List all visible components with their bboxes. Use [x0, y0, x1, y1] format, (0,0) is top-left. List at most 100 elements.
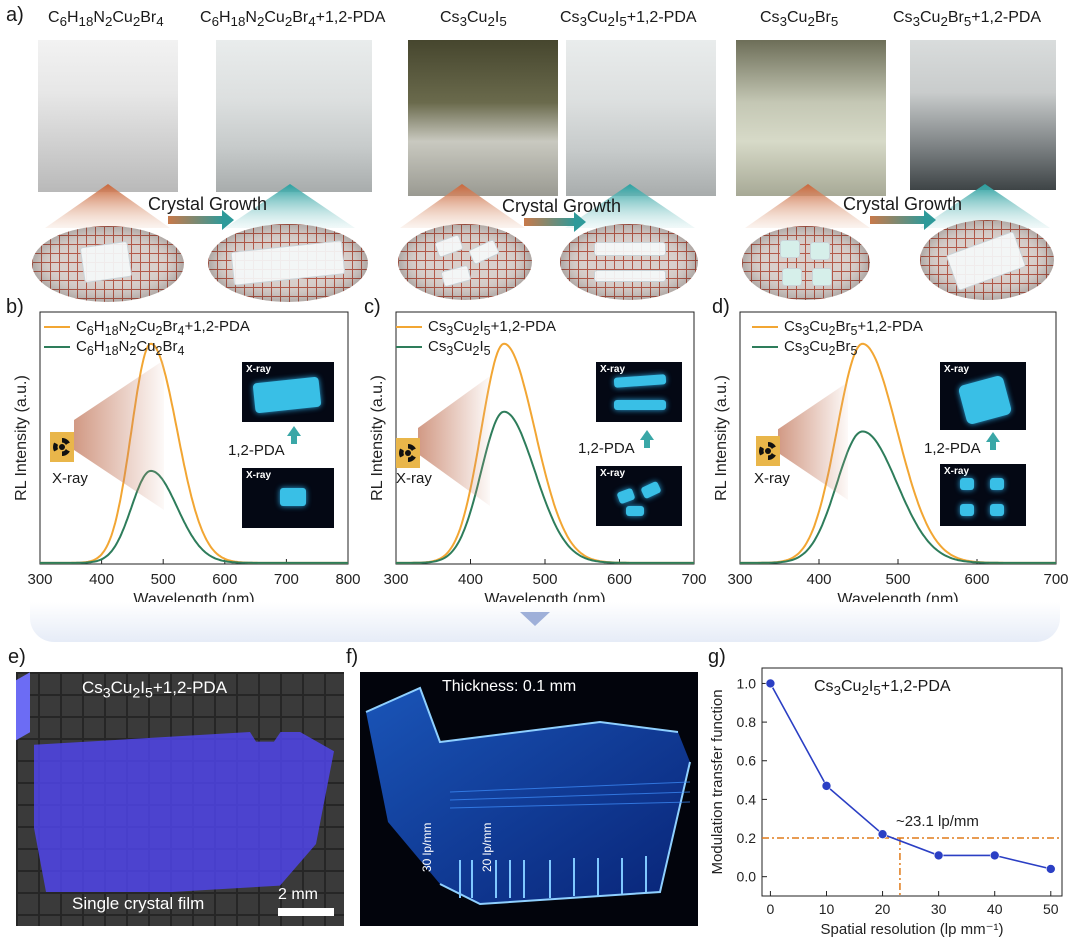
film-f-streaks — [449, 781, 691, 809]
x-tick-label: 400 — [806, 571, 831, 588]
streak — [449, 791, 691, 801]
crystal-closeup-4 — [560, 224, 698, 300]
panel-label-g: g) — [708, 646, 726, 668]
luminescent-crystal-c3 — [616, 487, 636, 505]
title-cs3cu2i5-pda: Cs3Cu2I5+1,2-PDA — [560, 9, 697, 30]
cone-1 — [45, 184, 170, 228]
cone-4 — [565, 184, 695, 228]
x-axis-label: Spatial resolution (lp mm⁻¹) — [821, 921, 1004, 938]
title-c6-cubr4-pda: C6H18N2Cu2Br4+1,2-PDA — [200, 9, 386, 30]
x-tick-label: 500 — [151, 571, 176, 588]
y-axis-label: RL Intensity (a.u.) — [13, 375, 30, 501]
streak — [449, 781, 691, 793]
title-cs3cu2br5: Cs3Cu2Br5 — [760, 9, 839, 30]
crystal-growth-arrow-3 — [870, 210, 936, 230]
y-axis-label: RL Intensity (a.u.) — [713, 375, 730, 501]
panel-label-f: f) — [346, 646, 359, 668]
section-divider — [30, 602, 1060, 642]
luminescent-crystal-d4 — [960, 504, 974, 516]
title-c6-cubr4: C6H18N2Cu2Br4 — [48, 9, 164, 30]
inset-d-without: X-ray — [940, 464, 1026, 526]
legend-c: Cs3Cu2I5+1,2-PDA Cs3Cu2I5 — [396, 318, 556, 358]
mtf-line — [769, 683, 1051, 870]
x-tick-label: 600 — [212, 571, 237, 588]
x-tick-label: 300 — [27, 571, 52, 588]
xray-label-d: X-ray — [754, 470, 790, 487]
legend-d: Cs3Cu2Br5+1,2-PDA Cs3Cu2Br5 — [752, 318, 923, 358]
jar-photo-5 — [736, 40, 886, 196]
legend-c-item-pda: Cs3Cu2I5+1,2-PDA — [396, 318, 556, 338]
film-f-mark-30: 30 lp/mm — [420, 822, 434, 872]
legend-b-item-pda: C6H18N2Cu2Br4+1,2-PDA — [44, 318, 250, 338]
crystal-5a — [780, 240, 800, 258]
crystal-4b — [594, 270, 666, 282]
xray-label-b: X-ray — [52, 470, 88, 487]
crystal-3b — [467, 238, 501, 266]
y-tick-label: 0.8 — [737, 714, 757, 730]
jar-photo-3 — [408, 40, 558, 196]
film-e-crystal — [34, 732, 334, 892]
xray-source-b-icon — [50, 432, 74, 462]
crystal-closeup-6 — [920, 220, 1054, 300]
cone-3 — [400, 184, 525, 228]
pda-label-b: 1,2-PDA — [228, 442, 285, 459]
film-f-line-pairs — [459, 856, 647, 898]
cone-5 — [745, 184, 870, 228]
legend-d-item-pure: Cs3Cu2Br5 — [752, 338, 923, 358]
divider-pointer — [520, 612, 550, 626]
inset-d-bottom-tag: X-ray — [944, 466, 970, 477]
x-tick-label: 300 — [383, 571, 408, 588]
luminescent-crystal-d1 — [957, 374, 1013, 426]
inset-c-with-pda: X-ray — [596, 362, 682, 422]
legend-d-item-pda: Cs3Cu2Br5+1,2-PDA — [752, 318, 923, 338]
growth-cones — [45, 184, 1050, 228]
xray-label-c: X-ray — [396, 470, 432, 487]
y-tick-label: 0.6 — [737, 753, 757, 769]
crystal-6 — [945, 230, 1027, 292]
crystal-1 — [79, 240, 133, 284]
x-tick-label: 800 — [335, 571, 360, 588]
legend-b-item-pure: C6H18N2Cu2Br4 — [44, 338, 250, 358]
jar-photo-2 — [216, 40, 372, 192]
jar-photo-6 — [910, 40, 1056, 190]
jar-photo-4 — [566, 40, 716, 196]
crystal-closeup-2 — [208, 224, 368, 302]
y-tick-label: 0.2 — [737, 830, 757, 846]
x-tick-label: 500 — [532, 571, 557, 588]
series-line-without — [40, 469, 348, 564]
x-tick-label: 500 — [885, 571, 910, 588]
inset-c-top-tag: X-ray — [600, 364, 626, 375]
mtf-point — [933, 850, 944, 861]
film-f-mark-20: 20 lp/mm — [480, 822, 494, 872]
pda-label-d: 1,2-PDA — [924, 440, 981, 457]
x-tick-label: 30 — [931, 901, 947, 917]
streak — [449, 801, 691, 809]
luminescent-crystal-d5 — [990, 504, 1004, 516]
crystal-2 — [230, 240, 346, 286]
legend-b: C6H18N2Cu2Br4+1,2-PDA C6H18N2Cu2Br4 — [44, 318, 250, 358]
film-f-drawing — [365, 686, 691, 906]
crystal-growth-label-3: Crystal Growth — [843, 194, 963, 214]
inset-d-top-tag: X-ray — [944, 364, 970, 375]
crystal-3c — [440, 264, 472, 288]
luminescent-crystal-c4 — [640, 480, 662, 500]
film-f-edge-top — [365, 686, 679, 744]
x-tick-label: 700 — [681, 571, 706, 588]
crystal-closeup-1 — [32, 226, 184, 302]
x-tick-label: 600 — [964, 571, 989, 588]
y-axis-label: RL Intensity (a.u.) — [369, 375, 386, 501]
title-cs3cu2i5: Cs3Cu2I5 — [440, 9, 507, 30]
title-cs3cu2br5-pda: Cs3Cu2Br5+1,2-PDA — [893, 9, 1042, 30]
series-line-without — [396, 410, 694, 564]
arrow-up-c-icon — [640, 430, 654, 448]
x-tick-label: 300 — [727, 571, 752, 588]
inset-b-without: X-ray — [242, 468, 334, 528]
luminescent-crystal-b2 — [280, 488, 306, 506]
y-tick-label: 0.0 — [737, 869, 757, 885]
mtf-point — [765, 678, 776, 689]
pda-label-c: 1,2-PDA — [578, 440, 635, 457]
luminescent-crystal-c1 — [613, 374, 667, 388]
luminescent-crystal-c5 — [626, 506, 644, 516]
x-tick-label: 400 — [458, 571, 483, 588]
